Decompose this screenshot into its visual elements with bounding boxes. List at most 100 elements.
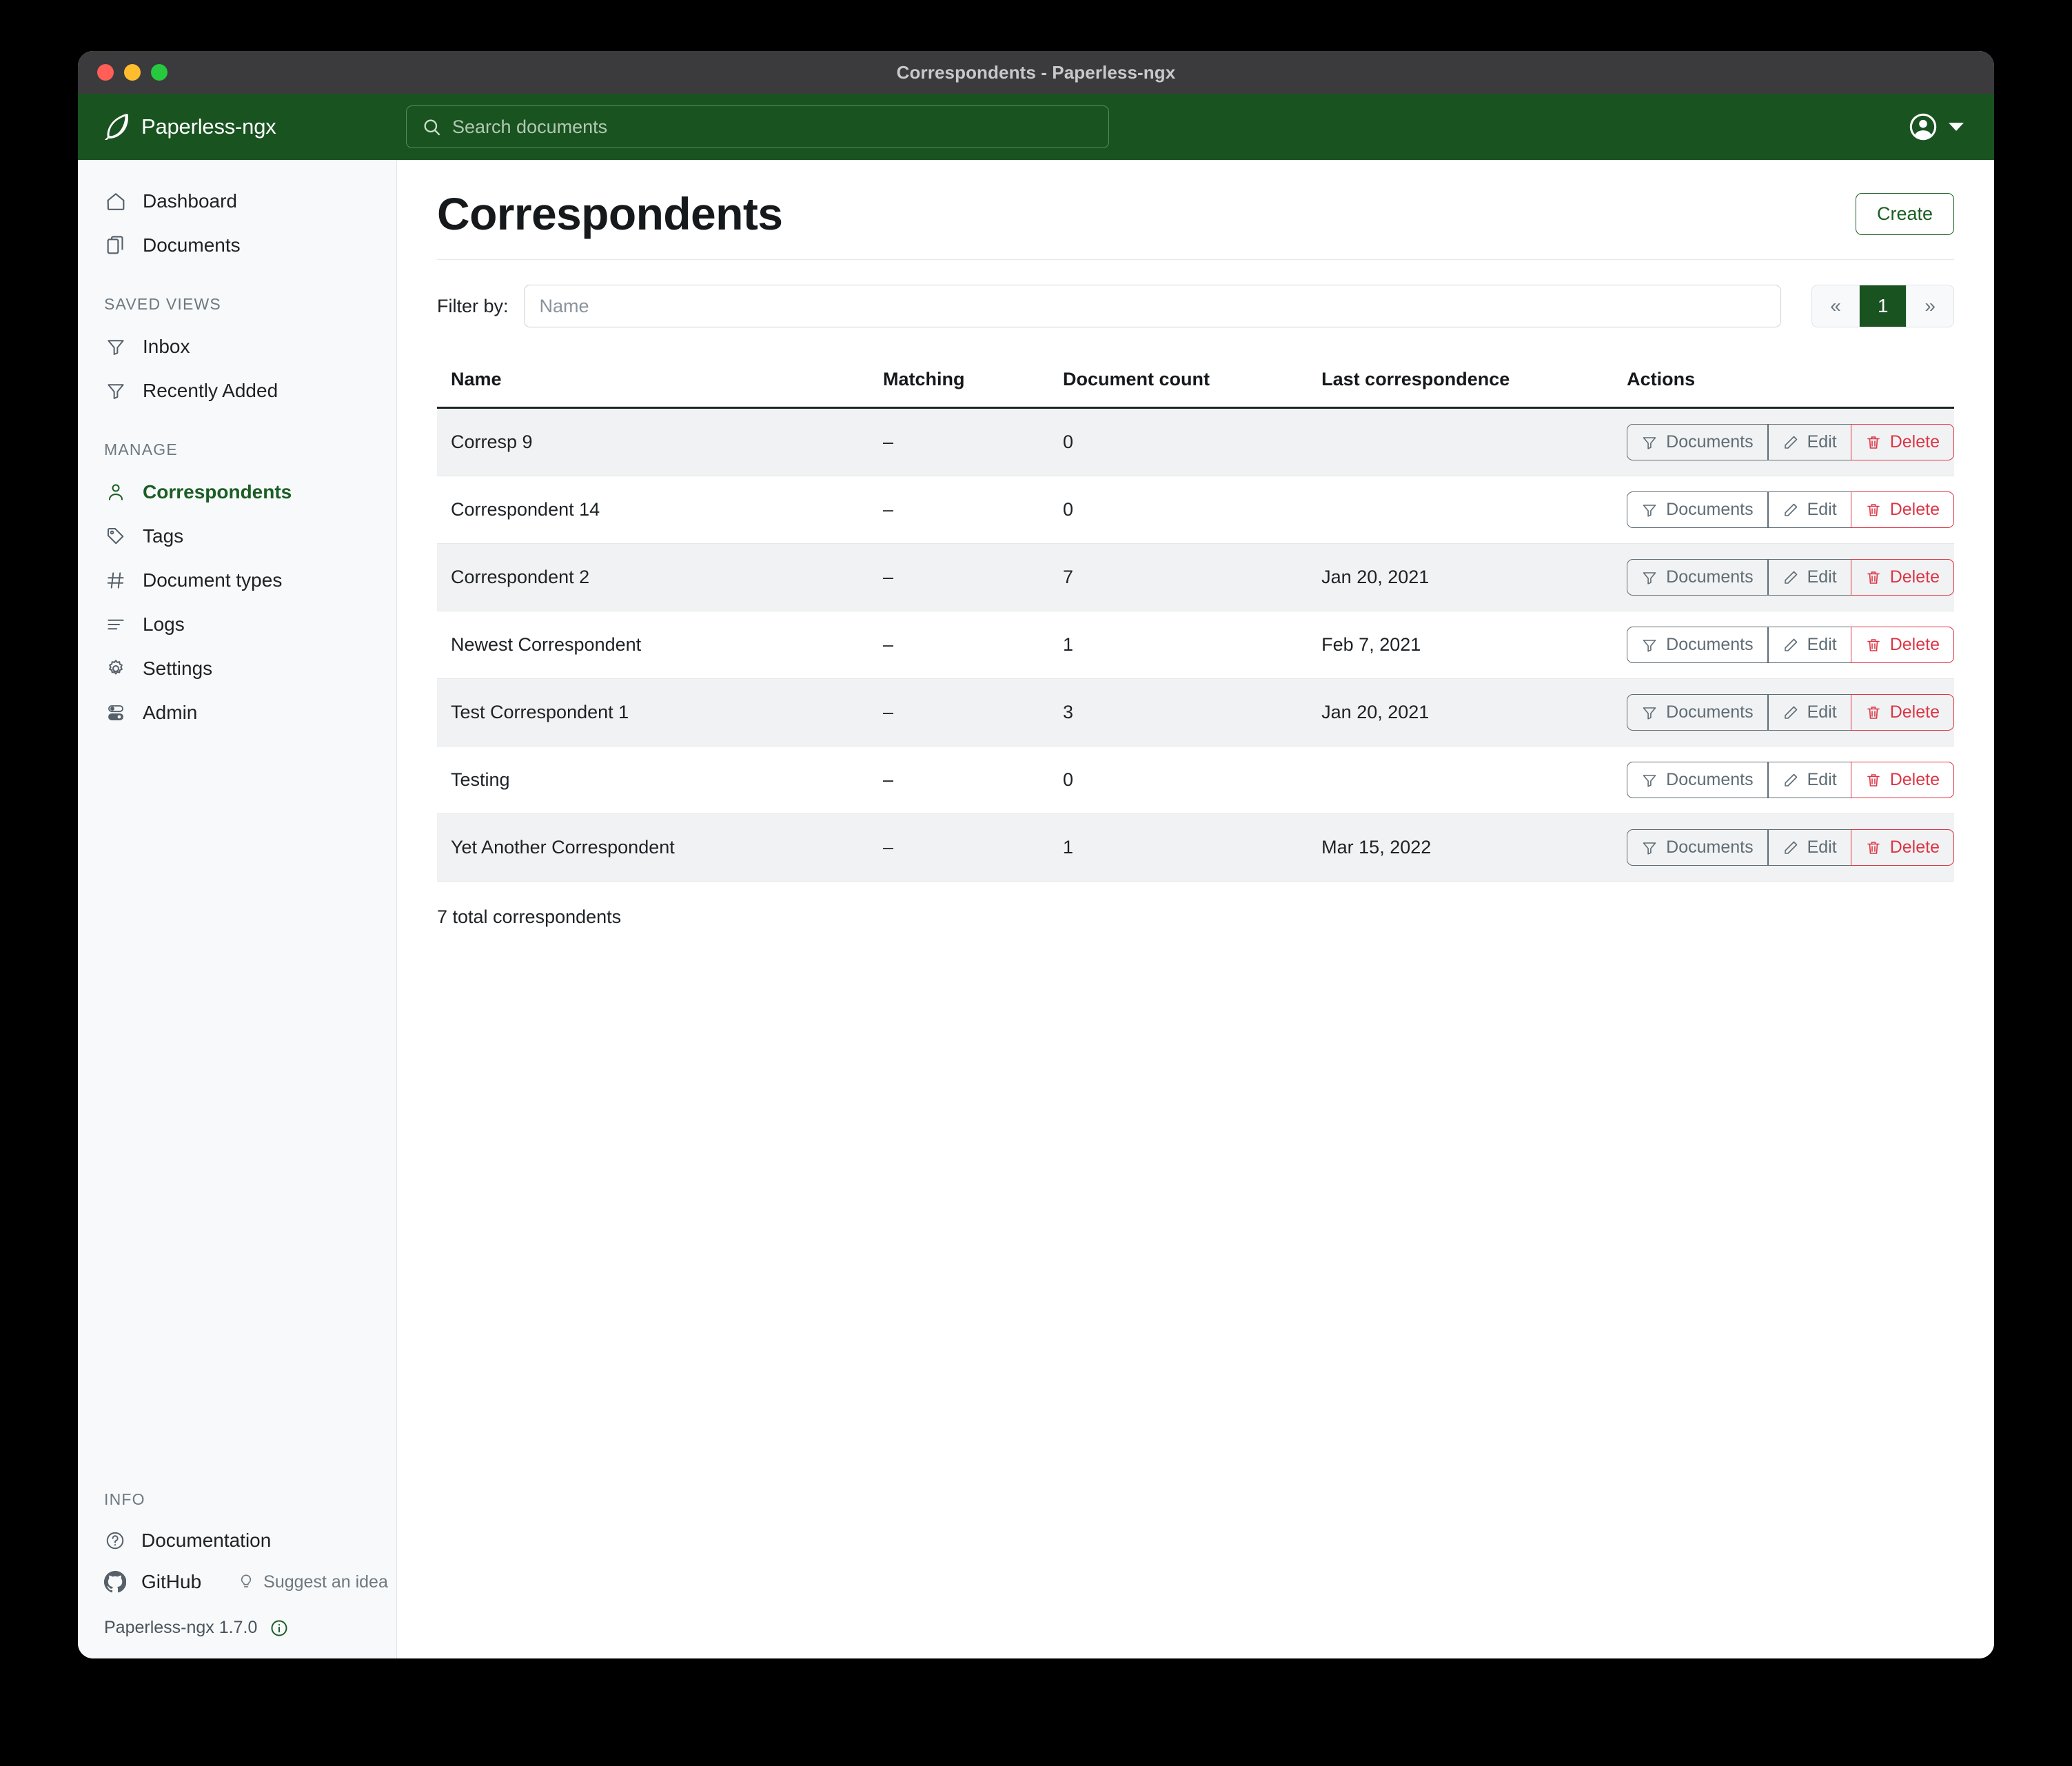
table-row[interactable]: Corresp 9 – 0 Documents xyxy=(437,407,1954,476)
close-window-button[interactable] xyxy=(97,64,114,81)
filter-bar: Filter by: « 1 » xyxy=(437,285,1954,327)
delete-button-label: Delete xyxy=(1889,770,1940,789)
sidebar-item-documentation[interactable]: Documentation xyxy=(78,1520,396,1561)
chevron-down-icon xyxy=(1949,123,1964,131)
search-input[interactable] xyxy=(452,116,1093,138)
cell-actions: Documents Edit Delete xyxy=(1627,746,1954,814)
sidebar-item-suggest-an-idea[interactable]: Suggest an idea xyxy=(237,1572,388,1592)
documents-button[interactable]: Documents xyxy=(1627,559,1768,596)
pagination-prev-button[interactable]: « xyxy=(1812,285,1860,327)
column-header-name[interactable]: Name xyxy=(437,355,884,409)
sidebar-item-label: Recently Added xyxy=(143,380,278,401)
pagination-page-1-button[interactable]: 1 xyxy=(1859,285,1907,327)
info-circle-icon[interactable] xyxy=(270,1618,289,1638)
cell-document-count: 0 xyxy=(1062,476,1322,544)
table-row[interactable]: Newest Correspondent – 1 Feb 7, 2021 Doc… xyxy=(437,611,1954,679)
home-icon xyxy=(104,190,128,213)
pencil-icon xyxy=(1782,772,1799,789)
column-header-last-correspondence[interactable]: Last correspondence xyxy=(1321,355,1627,409)
delete-button[interactable]: Delete xyxy=(1850,627,1954,663)
delete-button[interactable]: Delete xyxy=(1850,491,1954,528)
funnel-icon xyxy=(1641,704,1658,721)
delete-button[interactable]: Delete xyxy=(1850,829,1954,866)
cell-actions: Documents Edit Delete xyxy=(1627,813,1954,882)
filter-label: Filter by: xyxy=(437,295,509,316)
edit-button[interactable]: Edit xyxy=(1767,559,1851,596)
sidebar-section-info: INFO xyxy=(104,1490,145,1508)
funnel-icon xyxy=(1641,434,1658,451)
delete-button-label: Delete xyxy=(1889,500,1940,519)
edit-button[interactable]: Edit xyxy=(1767,829,1851,866)
edit-button-label: Edit xyxy=(1807,567,1837,587)
create-button[interactable]: Create xyxy=(1855,192,1954,235)
cell-name: Correspondent 2 xyxy=(437,543,884,611)
edit-button[interactable]: Edit xyxy=(1767,424,1851,460)
delete-button[interactable]: Delete xyxy=(1850,424,1954,460)
sidebar-item-documents[interactable]: Documents xyxy=(78,223,396,267)
documents-button[interactable]: Documents xyxy=(1627,694,1768,731)
pencil-icon xyxy=(1782,569,1799,586)
row-action-group: Documents Edit Delete xyxy=(1627,829,1954,866)
pagination-next-button[interactable]: » xyxy=(1907,285,1953,327)
edit-button-label: Edit xyxy=(1807,432,1837,451)
sidebar-item-settings[interactable]: Settings xyxy=(78,647,396,691)
row-action-group: Documents Edit Delete xyxy=(1627,424,1954,460)
table-row[interactable]: Correspondent 2 – 7 Jan 20, 2021 Documen… xyxy=(437,543,1954,611)
sidebar-item-recently-added[interactable]: Recently Added xyxy=(78,369,396,413)
sidebar-item-label: GitHub xyxy=(141,1571,202,1592)
sidebar-item-document-types[interactable]: Document types xyxy=(78,558,396,602)
version-label: Paperless-ngx 1.7.0 xyxy=(104,1618,258,1637)
sidebar-item-admin[interactable]: Admin xyxy=(78,691,396,735)
edit-button[interactable]: Edit xyxy=(1767,694,1851,731)
edit-button[interactable]: Edit xyxy=(1767,627,1851,663)
edit-button-label: Edit xyxy=(1807,635,1837,654)
documents-button[interactable]: Documents xyxy=(1627,491,1768,528)
sidebar-item-github[interactable]: GitHub Suggest an idea xyxy=(78,1561,396,1603)
suggest-label: Suggest an idea xyxy=(263,1572,388,1592)
sidebar-item-inbox[interactable]: Inbox xyxy=(78,325,396,369)
edit-button[interactable]: Edit xyxy=(1767,762,1851,798)
cell-document-count: 1 xyxy=(1062,813,1322,882)
edit-button[interactable]: Edit xyxy=(1767,491,1851,528)
delete-button-label: Delete xyxy=(1889,702,1940,722)
row-action-group: Documents Edit Delete xyxy=(1627,627,1954,663)
row-action-group: Documents Edit Delete xyxy=(1627,491,1954,528)
brand[interactable]: Paperless-ngx xyxy=(103,114,399,140)
table-row[interactable]: Test Correspondent 1 – 3 Jan 20, 2021 Do… xyxy=(437,678,1954,747)
delete-button[interactable]: Delete xyxy=(1850,694,1954,731)
documents-button-label: Documents xyxy=(1666,500,1754,519)
sidebar-item-correspondents[interactable]: Correspondents xyxy=(78,470,396,514)
cell-last-correspondence: Jan 20, 2021 xyxy=(1321,543,1627,611)
sidebar-item-logs[interactable]: Logs xyxy=(78,602,396,647)
pencil-icon xyxy=(1782,434,1799,451)
pencil-icon xyxy=(1782,637,1799,653)
documents-button[interactable]: Documents xyxy=(1627,424,1768,460)
column-header-document-count[interactable]: Document count xyxy=(1062,355,1322,409)
delete-button[interactable]: Delete xyxy=(1850,762,1954,798)
maximize-window-button[interactable] xyxy=(151,64,167,81)
delete-button-label: Delete xyxy=(1889,432,1940,451)
edit-button-label: Edit xyxy=(1807,770,1837,789)
delete-button[interactable]: Delete xyxy=(1850,559,1954,596)
sidebar-item-dashboard[interactable]: Dashboard xyxy=(78,179,396,223)
sidebar-section-saved-views: SAVED VIEWS xyxy=(104,295,221,313)
documents-button-label: Documents xyxy=(1666,702,1754,722)
search-box[interactable] xyxy=(406,105,1109,148)
column-header-matching[interactable]: Matching xyxy=(883,355,1063,409)
sidebar-info-section: INFO Documentation xyxy=(78,1463,396,1658)
minimize-window-button[interactable] xyxy=(124,64,141,81)
documents-button[interactable]: Documents xyxy=(1627,762,1768,798)
table-row[interactable]: Correspondent 14 – 0 Documents xyxy=(437,476,1954,544)
sidebar-item-tags[interactable]: Tags xyxy=(78,514,396,558)
table-row[interactable]: Testing – 0 Documents xyxy=(437,746,1954,814)
documents-button[interactable]: Documents xyxy=(1627,627,1768,663)
documents-button[interactable]: Documents xyxy=(1627,829,1768,866)
delete-button-label: Delete xyxy=(1889,838,1940,857)
user-menu[interactable] xyxy=(1909,112,1964,141)
table-row[interactable]: Yet Another Correspondent – 1 Mar 15, 20… xyxy=(437,813,1954,882)
filter-input[interactable] xyxy=(523,285,1782,327)
total-count-label: 7 total correspondents xyxy=(437,906,622,927)
documents-icon xyxy=(104,234,128,257)
sidebar-item-label: Settings xyxy=(143,658,213,679)
pagination: « 1 » xyxy=(1811,285,1954,327)
